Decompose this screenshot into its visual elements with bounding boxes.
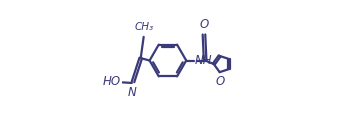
Text: CH₃: CH₃ [134, 22, 153, 32]
Text: HO: HO [102, 75, 121, 88]
Text: O: O [200, 18, 209, 31]
Text: O: O [216, 75, 225, 87]
Text: N: N [128, 86, 137, 99]
Text: NH: NH [194, 54, 212, 67]
